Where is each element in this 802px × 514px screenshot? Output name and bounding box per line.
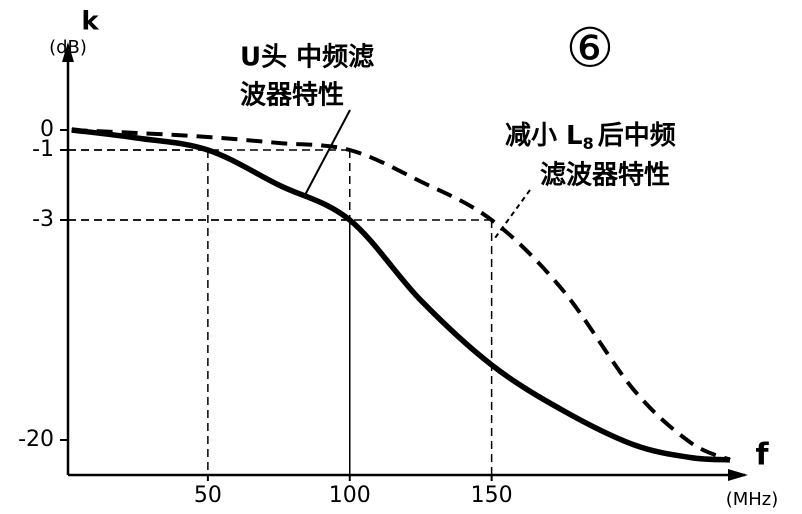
series-line — [71, 127, 731, 463]
x-tick-label: 100 — [329, 483, 371, 508]
leader-line — [304, 109, 351, 196]
annotation-part: 减小 L — [505, 121, 583, 151]
y-label: k — [81, 7, 99, 37]
y-tick-label: 0 — [40, 117, 54, 142]
y-tick-label: -1 — [32, 137, 54, 162]
x-arrow — [728, 469, 748, 481]
annotation-sub: 8 — [583, 134, 594, 153]
y-tick-label: -20 — [18, 427, 54, 452]
annotation: U头 中频滤 — [240, 43, 374, 73]
y-arrow — [62, 42, 74, 62]
annotation: 滤波器特性 — [540, 160, 670, 191]
leader-line — [494, 189, 531, 239]
x-label: f — [755, 438, 769, 473]
x-unit: (MHz) — [726, 489, 779, 510]
annotation: 波器特性 — [240, 80, 344, 111]
x-tick-label: 50 — [194, 483, 222, 508]
badge: ⑥ — [566, 17, 614, 80]
series-line — [71, 128, 731, 462]
annotation: 减小 L8 后中频 — [505, 121, 676, 153]
annotation-part: 后中频 — [598, 121, 676, 151]
y-tick-label: -3 — [32, 207, 54, 232]
x-tick-label: 150 — [471, 483, 513, 508]
